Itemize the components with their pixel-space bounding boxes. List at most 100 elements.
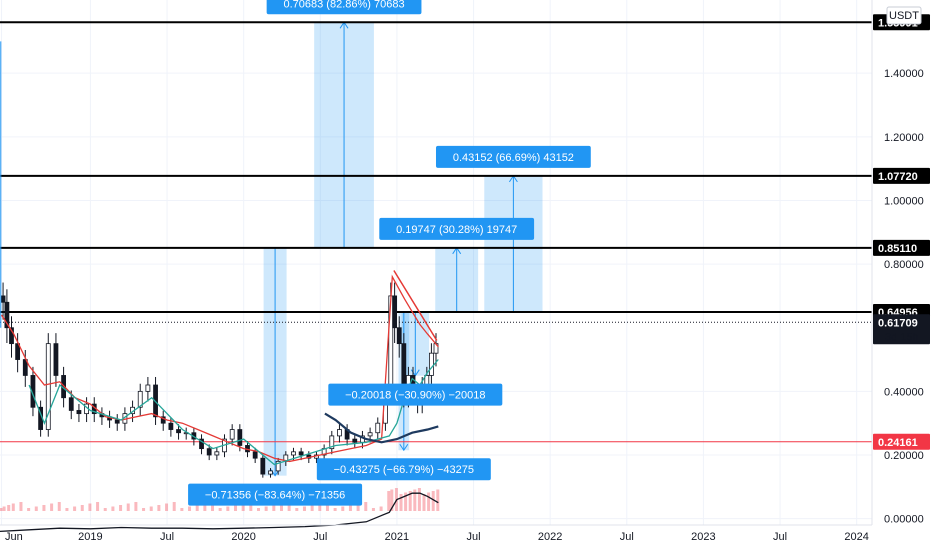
volume-bar (142, 508, 146, 511)
candle-body (329, 435, 335, 450)
volume-bar (80, 505, 84, 511)
time-tick-label[interactable]: 2020 (231, 531, 255, 543)
measure-label: 0.70683 (82.86%) 70683 (283, 0, 404, 10)
measure-label-box[interactable] (316, 458, 491, 481)
price-tick-label: 0.00000 (884, 514, 924, 526)
volume-bar (149, 506, 153, 511)
volume-bar (436, 489, 440, 511)
volume-bar (364, 502, 368, 511)
measure-label-box[interactable] (328, 383, 503, 406)
last-price-label: 0.61709 (878, 317, 918, 329)
volume-bar (7, 505, 11, 511)
volume-bar (172, 502, 176, 511)
candle-body (145, 384, 151, 392)
candle-body (260, 457, 266, 475)
volume-bar (50, 503, 54, 511)
time-tick-label[interactable]: Jul (160, 531, 174, 543)
volume-bar (241, 503, 245, 511)
volume-bar (390, 489, 394, 511)
measure-boxes (263, 21, 543, 477)
candle-body (298, 451, 304, 456)
volume-bar (73, 506, 77, 511)
candle-body (291, 451, 296, 456)
time-tick-label[interactable]: Jul (313, 531, 327, 543)
measure-label: 0.19747 (30.28%) 19747 (396, 224, 517, 236)
volume-bar (34, 506, 38, 511)
volume-bar (11, 503, 15, 511)
measure-arrowhead (399, 443, 409, 452)
last-price-tag (873, 314, 930, 345)
candle-body (9, 327, 14, 345)
time-tick-label[interactable]: Jul (467, 531, 481, 543)
volume-bar (404, 492, 408, 511)
time-tick-label[interactable]: 2022 (538, 531, 562, 543)
currency-label: USDT (889, 10, 919, 22)
volume-bars (0, 488, 440, 511)
volume-bar (211, 502, 215, 511)
price-tags: 1.559911.077200.851100.649560.241610.617… (873, 14, 930, 450)
horizontal-levels[interactable] (0, 21, 872, 443)
volume-bar (279, 503, 283, 511)
measure-label-box[interactable] (266, 0, 422, 15)
price-tick-label: 1.40000 (884, 68, 924, 80)
volume-bar (119, 505, 123, 511)
time-tick-label[interactable]: Jun (5, 531, 23, 543)
candle-body (429, 352, 434, 376)
measure-label: 0.43152 (66.69%) 43152 (453, 152, 574, 164)
time-tick-label[interactable]: 2019 (78, 531, 102, 543)
time-tick-label[interactable]: 2023 (691, 531, 715, 543)
measure-label: −0.43275 (−66.79%) −43275 (334, 464, 474, 476)
price-tick-label: 0.20000 (884, 450, 924, 462)
volume-bar (157, 505, 161, 511)
candle-body (0, 295, 6, 303)
price-tag (873, 239, 930, 256)
time-tick-label[interactable]: 2024 (844, 531, 868, 543)
candle-body (160, 416, 166, 424)
measure-labels[interactable]: 0.70683 (82.86%) 70683 0.43152 (66.69%) 4… (188, 0, 591, 506)
candle-body (392, 295, 398, 329)
volume-bar (295, 508, 299, 511)
volume-bar (134, 502, 138, 511)
measure-label-box[interactable] (188, 483, 363, 506)
candle-body (252, 451, 258, 459)
volume-bar (165, 503, 169, 511)
candle-body (375, 422, 381, 434)
time-tick-label[interactable]: 2021 (385, 531, 409, 543)
time-axis-labels[interactable]: Jun 2019 Jul 2020 Jul 2021 Jul 2022 Jul 2023 Jul 20… (5, 531, 869, 543)
volume-bar (19, 502, 23, 511)
currency-badge[interactable] (886, 6, 922, 25)
volume-bar (42, 505, 46, 511)
volume-bar (417, 488, 421, 511)
volume-bar (188, 506, 192, 511)
time-tick-label[interactable]: Jul (773, 531, 787, 543)
volume-bar (57, 502, 61, 511)
candle-body (68, 397, 74, 411)
price-tag (873, 167, 930, 184)
cup-pattern-curve (324, 412, 439, 444)
measure-label-box[interactable] (435, 145, 591, 168)
volume-bar (387, 491, 391, 511)
price-tick-label: 0.40000 (884, 386, 924, 398)
volume-bar (2, 506, 6, 511)
price-tick-label: 0.80000 (884, 259, 924, 271)
volume-bar (310, 505, 314, 511)
time-tick-label[interactable]: Jul (620, 531, 634, 543)
measure-label-box[interactable] (379, 217, 535, 240)
volume-bar (399, 494, 403, 511)
moving-average-line (0, 274, 439, 463)
volume-bar (272, 505, 276, 511)
candle-body (367, 432, 373, 437)
candle-body (229, 429, 235, 440)
price-axis-labels: 1.40000 1.20000 1.00000 0.80000 0.40000 0.200… (884, 68, 924, 525)
price-tag-label: 1.07720 (878, 171, 918, 183)
candle-body (388, 295, 394, 392)
volume-bar (195, 505, 199, 511)
candle-body (114, 419, 120, 424)
volume-bar (234, 505, 238, 511)
volume-bar (218, 508, 222, 511)
candle-body (168, 422, 174, 430)
candle-body (237, 429, 243, 446)
volume-bar (287, 502, 291, 511)
price-tag-label: 0.85110 (878, 243, 917, 255)
